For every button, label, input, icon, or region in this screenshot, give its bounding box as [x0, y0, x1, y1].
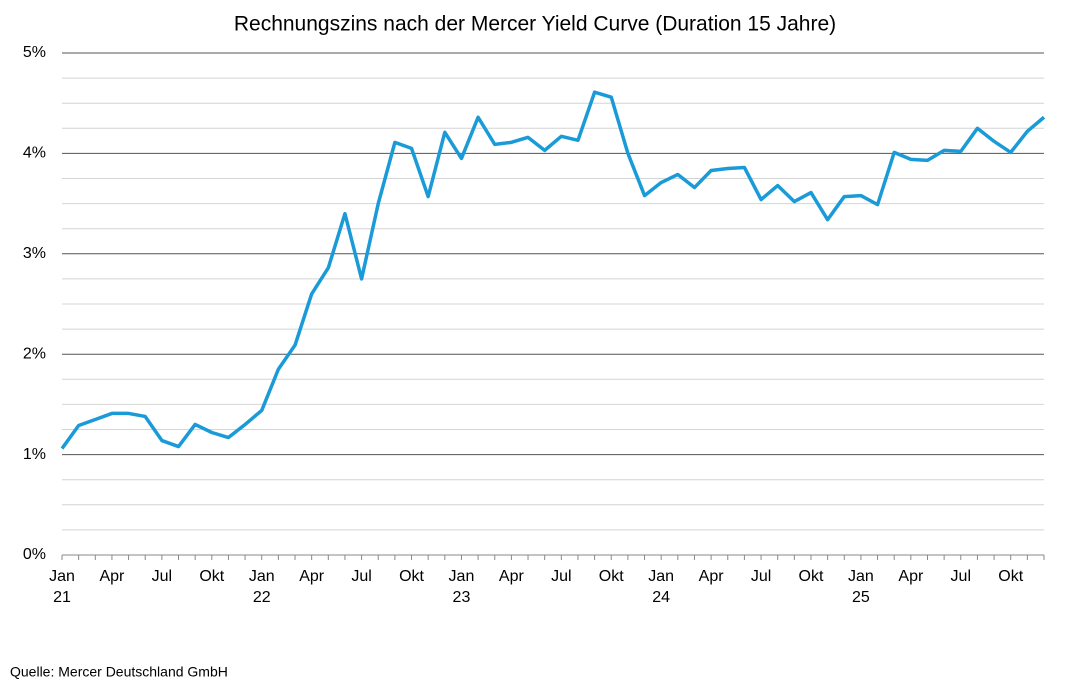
y-tick-label: 4%: [23, 145, 46, 162]
y-tick-label: 5%: [23, 44, 46, 61]
x-tick-label: Okt: [799, 568, 824, 585]
x-tick-label: Jul: [751, 568, 771, 585]
y-tick-label: 0%: [23, 546, 46, 563]
x-tick-label: Jul: [951, 568, 971, 585]
x-tick-label: Apr: [299, 568, 325, 585]
x-year-label: 23: [453, 589, 471, 606]
x-year-label: 21: [53, 589, 71, 606]
x-tick-label: Okt: [998, 568, 1023, 585]
x-tick-label: Jan: [49, 568, 75, 585]
y-tick-label: 2%: [23, 345, 46, 362]
x-tick-label: Apr: [898, 568, 924, 585]
y-tick-label: 3%: [23, 245, 46, 262]
x-tick-label: Okt: [199, 568, 224, 585]
x-tick-label: Apr: [99, 568, 125, 585]
x-tick-label: Jan: [848, 568, 874, 585]
x-tick-label: Apr: [699, 568, 725, 585]
x-tick-label: Jan: [648, 568, 674, 585]
x-year-label: 25: [852, 589, 870, 606]
x-tick-label: Okt: [399, 568, 424, 585]
x-tick-label: Jan: [249, 568, 275, 585]
chart-title: Rechnungszins nach der Mercer Yield Curv…: [234, 13, 836, 36]
x-tick-label: Jul: [152, 568, 172, 585]
y-tick-label: 1%: [23, 446, 46, 463]
x-tick-label: Jul: [351, 568, 371, 585]
x-tick-label: Apr: [499, 568, 525, 585]
x-tick-label: Jul: [551, 568, 571, 585]
x-tick-label: Jan: [449, 568, 475, 585]
x-year-label: 22: [253, 589, 271, 606]
source-note: Quelle: Mercer Deutschland GmbH: [10, 664, 228, 680]
x-year-label: 24: [652, 589, 670, 606]
x-tick-label: Okt: [599, 568, 624, 585]
data-line: [60, 90, 1046, 450]
